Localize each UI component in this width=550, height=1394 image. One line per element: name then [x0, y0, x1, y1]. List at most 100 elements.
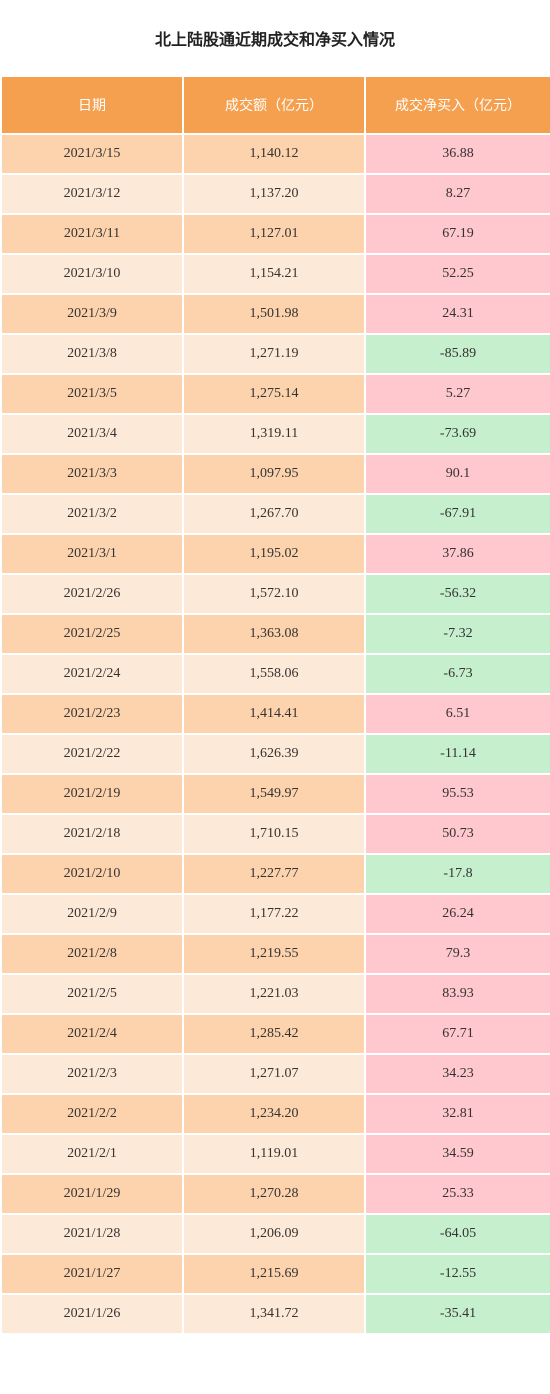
table-row: 2021/2/19 1,549.97 95.53: [0, 773, 550, 815]
cell-net: 34.23: [364, 1053, 550, 1095]
cell-date: 2021/3/12: [0, 173, 184, 215]
data-table: 日期 成交额（亿元） 成交净买入（亿元） 2021/3/15 1,140.12 36…: [0, 75, 550, 1335]
cell-amount: 1,267.70: [182, 493, 366, 535]
header-date: 日期: [0, 75, 184, 135]
table-row: 2021/2/26 1,572.10 -56.32: [0, 573, 550, 615]
cell-amount: 1,710.15: [182, 813, 366, 855]
cell-amount: 1,227.77: [182, 853, 366, 895]
table-row: 2021/3/9 1,501.98 24.31: [0, 293, 550, 335]
cell-amount: 1,275.14: [182, 373, 366, 415]
cell-amount: 1,221.03: [182, 973, 366, 1015]
cell-net: 8.27: [364, 173, 550, 215]
table-row: 2021/3/5 1,275.14 5.27: [0, 373, 550, 415]
cell-date: 2021/2/8: [0, 933, 184, 975]
cell-net: 67.71: [364, 1013, 550, 1055]
cell-net: -6.73: [364, 653, 550, 695]
cell-net: 83.93: [364, 973, 550, 1015]
table-row: 2021/2/18 1,710.15 50.73: [0, 813, 550, 855]
cell-net: -67.91: [364, 493, 550, 535]
table-row: 2021/3/4 1,319.11 -73.69: [0, 413, 550, 455]
cell-amount: 1,195.02: [182, 533, 366, 575]
cell-date: 2021/2/1: [0, 1133, 184, 1175]
table-row: 2021/2/4 1,285.42 67.71: [0, 1013, 550, 1055]
cell-date: 2021/3/2: [0, 493, 184, 535]
cell-date: 2021/2/25: [0, 613, 184, 655]
cell-date: 2021/2/23: [0, 693, 184, 735]
cell-date: 2021/3/9: [0, 293, 184, 335]
cell-date: 2021/2/24: [0, 653, 184, 695]
header-amount: 成交额（亿元）: [182, 75, 366, 135]
cell-amount: 1,119.01: [182, 1133, 366, 1175]
cell-amount: 1,177.22: [182, 893, 366, 935]
cell-date: 2021/3/1: [0, 533, 184, 575]
header-net: 成交净买入（亿元）: [364, 75, 550, 135]
cell-date: 2021/2/5: [0, 973, 184, 1015]
table-row: 2021/2/5 1,221.03 83.93: [0, 973, 550, 1015]
cell-net: -73.69: [364, 413, 550, 455]
table-body: 2021/3/15 1,140.12 36.88 2021/3/12 1,137.20 8…: [0, 133, 550, 1335]
cell-net: 26.24: [364, 893, 550, 935]
cell-net: 90.1: [364, 453, 550, 495]
table-row: 2021/3/10 1,154.21 52.25: [0, 253, 550, 295]
cell-net: 5.27: [364, 373, 550, 415]
cell-amount: 1,206.09: [182, 1213, 366, 1255]
cell-amount: 1,319.11: [182, 413, 366, 455]
cell-amount: 1,140.12: [182, 133, 366, 175]
cell-net: 37.86: [364, 533, 550, 575]
cell-net: 32.81: [364, 1093, 550, 1135]
cell-net: 25.33: [364, 1173, 550, 1215]
cell-amount: 1,414.41: [182, 693, 366, 735]
cell-date: 2021/2/4: [0, 1013, 184, 1055]
table-row: 2021/1/29 1,270.28 25.33: [0, 1173, 550, 1215]
cell-net: -11.14: [364, 733, 550, 775]
table-row: 2021/3/12 1,137.20 8.27: [0, 173, 550, 215]
cell-date: 2021/3/5: [0, 373, 184, 415]
cell-net: -85.89: [364, 333, 550, 375]
cell-amount: 1,137.20: [182, 173, 366, 215]
table-row: 2021/3/2 1,267.70 -67.91: [0, 493, 550, 535]
cell-amount: 1,341.72: [182, 1293, 366, 1335]
cell-net: 36.88: [364, 133, 550, 175]
cell-amount: 1,127.01: [182, 213, 366, 255]
table-row: 2021/2/1 1,119.01 34.59: [0, 1133, 550, 1175]
cell-amount: 1,363.08: [182, 613, 366, 655]
cell-date: 2021/1/26: [0, 1293, 184, 1335]
cell-amount: 1,285.42: [182, 1013, 366, 1055]
table-row: 2021/2/23 1,414.41 6.51: [0, 693, 550, 735]
cell-date: 2021/3/4: [0, 413, 184, 455]
table-row: 2021/1/26 1,341.72 -35.41: [0, 1293, 550, 1335]
table-row: 2021/2/8 1,219.55 79.3: [0, 933, 550, 975]
cell-amount: 1,270.28: [182, 1173, 366, 1215]
table-row: 2021/1/28 1,206.09 -64.05: [0, 1213, 550, 1255]
cell-date: 2021/1/29: [0, 1173, 184, 1215]
cell-amount: 1,549.97: [182, 773, 366, 815]
cell-date: 2021/2/3: [0, 1053, 184, 1095]
cell-amount: 1,271.19: [182, 333, 366, 375]
cell-net: -12.55: [364, 1253, 550, 1295]
cell-date: 2021/3/10: [0, 253, 184, 295]
cell-date: 2021/3/8: [0, 333, 184, 375]
cell-amount: 1,626.39: [182, 733, 366, 775]
cell-net: 52.25: [364, 253, 550, 295]
table-row: 2021/2/22 1,626.39 -11.14: [0, 733, 550, 775]
cell-net: 6.51: [364, 693, 550, 735]
cell-net: 50.73: [364, 813, 550, 855]
cell-amount: 1,501.98: [182, 293, 366, 335]
cell-date: 2021/1/28: [0, 1213, 184, 1255]
cell-date: 2021/2/19: [0, 773, 184, 815]
table-row: 2021/1/27 1,215.69 -12.55: [0, 1253, 550, 1295]
cell-amount: 1,234.20: [182, 1093, 366, 1135]
cell-date: 2021/2/2: [0, 1093, 184, 1135]
table-row: 2021/2/25 1,363.08 -7.32: [0, 613, 550, 655]
header-row: 日期 成交额（亿元） 成交净买入（亿元）: [0, 75, 550, 135]
table-row: 2021/2/24 1,558.06 -6.73: [0, 653, 550, 695]
table-row: 2021/3/3 1,097.95 90.1: [0, 453, 550, 495]
table-row: 2021/3/8 1,271.19 -85.89: [0, 333, 550, 375]
cell-net: 24.31: [364, 293, 550, 335]
cell-date: 2021/2/22: [0, 733, 184, 775]
cell-net: 79.3: [364, 933, 550, 975]
table-row: 2021/2/2 1,234.20 32.81: [0, 1093, 550, 1135]
table-row: 2021/2/9 1,177.22 26.24: [0, 893, 550, 935]
table-row: 2021/3/15 1,140.12 36.88: [0, 133, 550, 175]
cell-amount: 1,219.55: [182, 933, 366, 975]
